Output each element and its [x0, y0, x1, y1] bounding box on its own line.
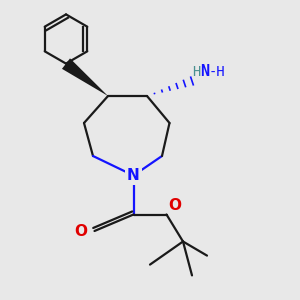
Text: O: O	[74, 224, 87, 238]
Text: O: O	[168, 198, 181, 213]
Text: -H: -H	[208, 64, 225, 79]
Text: N: N	[127, 168, 140, 183]
Text: H: H	[193, 64, 201, 79]
Text: N: N	[200, 64, 209, 79]
Polygon shape	[62, 58, 108, 96]
